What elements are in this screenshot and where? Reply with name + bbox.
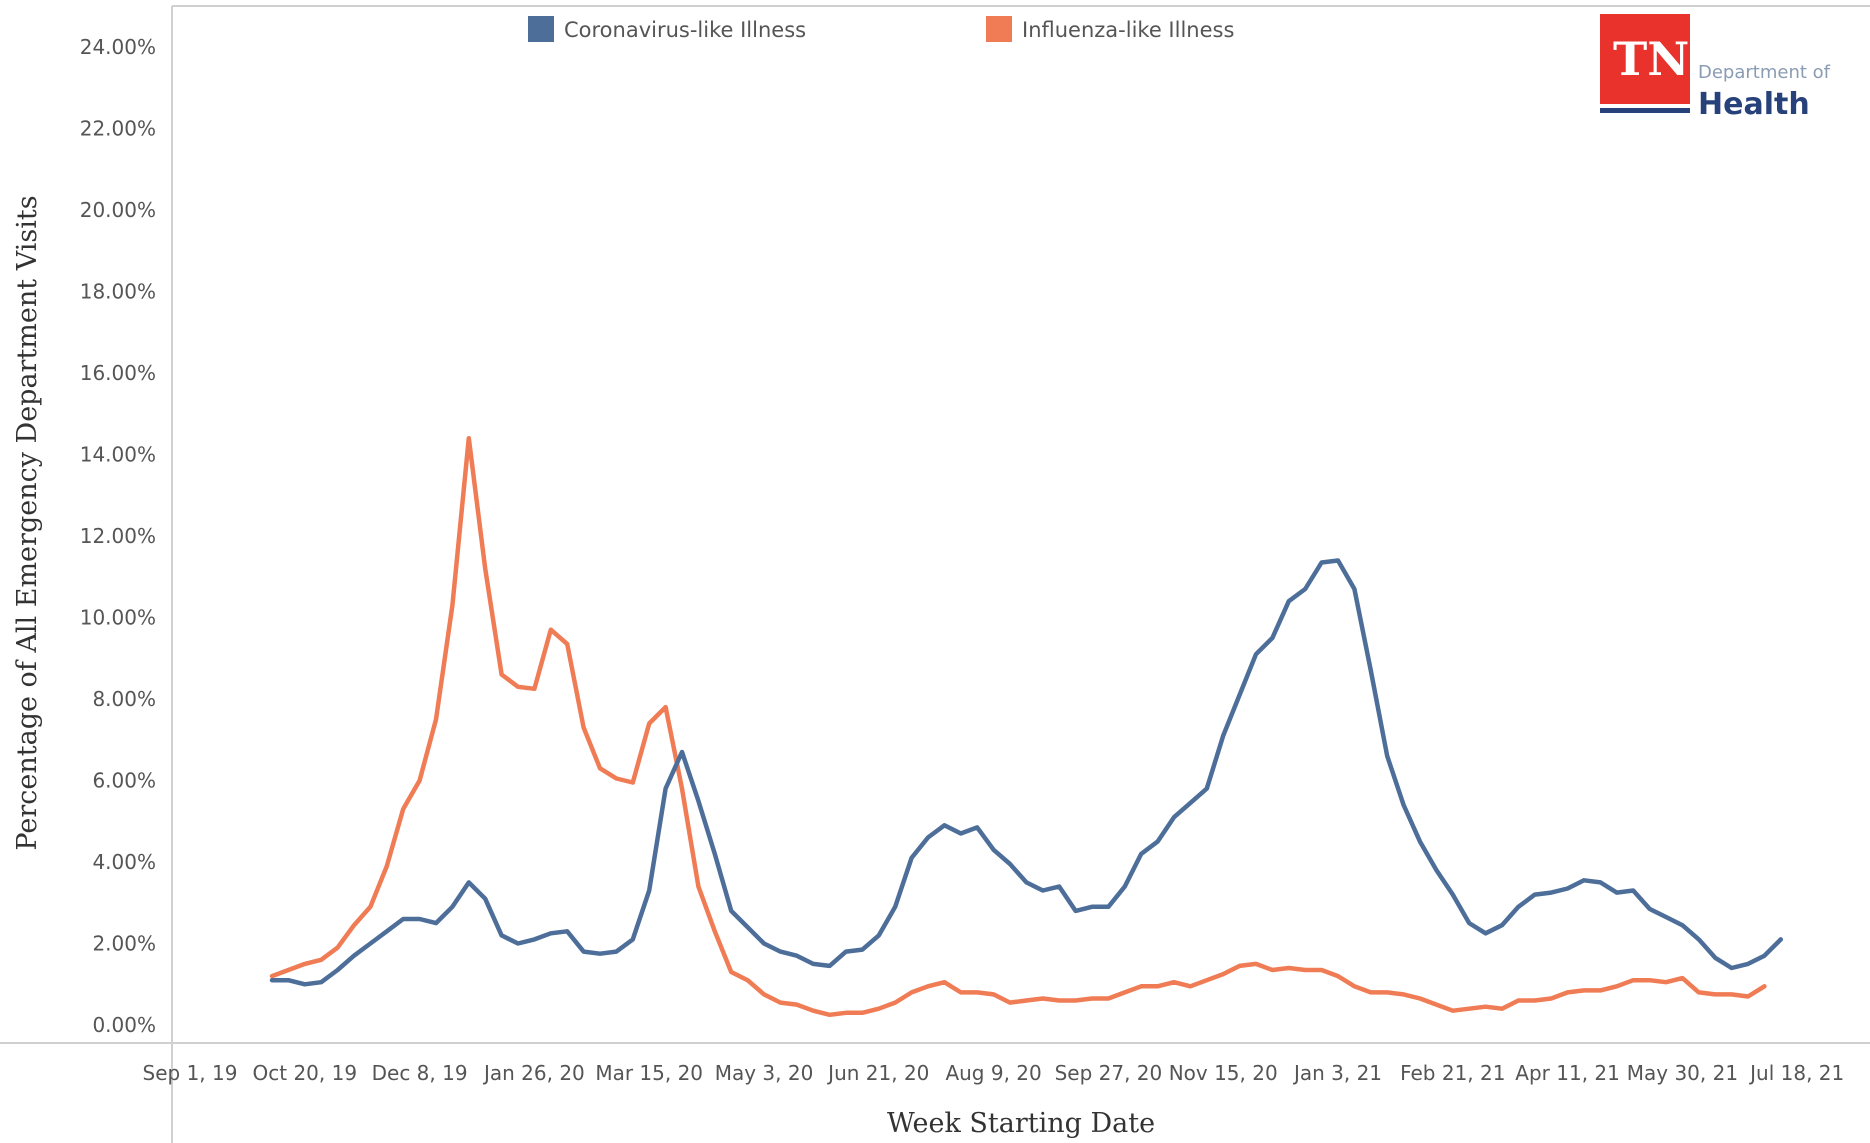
logo-health-text: Health bbox=[1698, 87, 1810, 122]
legend-swatch-influenza bbox=[986, 16, 1012, 42]
tn-health-logo: TN Department of Health bbox=[1600, 14, 1831, 122]
x-tick-label: Oct 20, 19 bbox=[253, 1061, 358, 1085]
legend: Coronavirus-like Illness Influenza-like … bbox=[528, 16, 1234, 42]
x-axis-title: Week Starting Date bbox=[887, 1108, 1155, 1139]
x-tick-label: Dec 8, 19 bbox=[372, 1061, 468, 1085]
logo-department-text: Department of bbox=[1698, 62, 1831, 83]
x-tick-label: Jan 26, 20 bbox=[482, 1061, 585, 1085]
x-tick-label: Jul 18, 21 bbox=[1748, 1061, 1844, 1085]
legend-swatch-coronavirus bbox=[528, 16, 554, 42]
x-tick-label: Aug 9, 20 bbox=[945, 1061, 1041, 1085]
x-tick-label: Sep 27, 20 bbox=[1055, 1061, 1163, 1085]
y-tick-label: 24.00% bbox=[80, 35, 156, 59]
y-tick-label: 0.00% bbox=[92, 1013, 156, 1037]
y-tick-label: 4.00% bbox=[92, 850, 156, 874]
y-tick-label: 14.00% bbox=[80, 443, 156, 467]
y-axis-title: Percentage of All Emergency Department V… bbox=[12, 195, 43, 850]
y-tick-label: 12.00% bbox=[80, 524, 156, 548]
y-axis-ticks: 0.00% 2.00% 4.00% 6.00% 8.00% 10.00% 12.00% 14.… bbox=[80, 35, 156, 1037]
y-tick-label: 6.00% bbox=[92, 769, 156, 793]
x-tick-label: Mar 15, 20 bbox=[595, 1061, 703, 1085]
y-tick-label: 8.00% bbox=[92, 687, 156, 711]
y-tick-label: 20.00% bbox=[80, 198, 156, 222]
legend-label-coronavirus: Coronavirus-like Illness bbox=[564, 18, 806, 42]
x-tick-label: Jun 21, 20 bbox=[826, 1061, 929, 1085]
logo-red-box bbox=[1600, 14, 1690, 104]
series-line-coronavirus bbox=[269, 558, 1784, 987]
x-tick-label: Feb 21, 21 bbox=[1400, 1061, 1505, 1085]
x-tick-label: Jan 3, 21 bbox=[1292, 1061, 1382, 1085]
x-tick-label: Apr 11, 21 bbox=[1515, 1061, 1620, 1085]
x-tick-label: May 30, 21 bbox=[1627, 1061, 1738, 1085]
x-tick-label: Sep 1, 19 bbox=[143, 1061, 238, 1085]
series-line-influenza bbox=[269, 435, 1767, 1018]
x-tick-label: Nov 15, 20 bbox=[1169, 1061, 1278, 1085]
y-tick-label: 16.00% bbox=[80, 361, 156, 385]
y-tick-label: 22.00% bbox=[80, 117, 156, 141]
logo-underline bbox=[1600, 108, 1690, 113]
y-tick-label: 10.00% bbox=[80, 606, 156, 630]
x-axis-ticks: Sep 1, 19 Oct 20, 19 Dec 8, 19 Jan 26, 20 Ma… bbox=[143, 1061, 1845, 1085]
legend-label-influenza: Influenza-like Illness bbox=[1022, 18, 1234, 42]
x-tick-label: May 3, 20 bbox=[715, 1061, 814, 1085]
series-layer bbox=[269, 435, 1784, 1018]
y-tick-label: 18.00% bbox=[80, 280, 156, 304]
logo-tn-mark: TN bbox=[1613, 32, 1689, 86]
y-tick-label: 2.00% bbox=[92, 932, 156, 956]
